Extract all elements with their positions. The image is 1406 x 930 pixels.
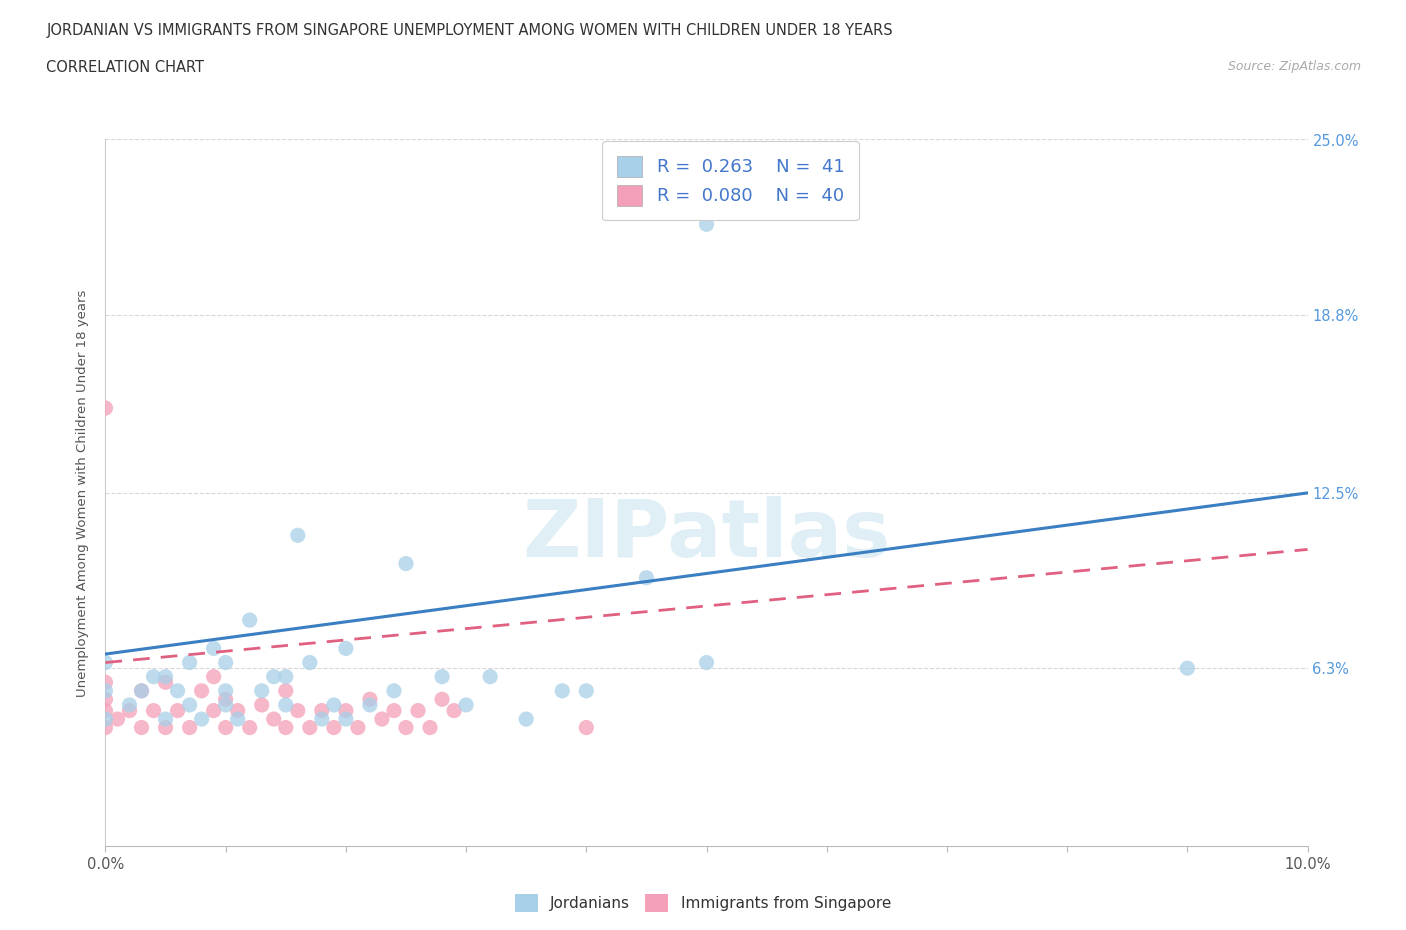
Text: ZIPatlas: ZIPatlas — [523, 497, 890, 575]
Point — [190, 711, 212, 726]
Text: Source: ZipAtlas.com: Source: ZipAtlas.com — [1227, 60, 1361, 73]
Y-axis label: Unemployment Among Women with Children Under 18 years: Unemployment Among Women with Children U… — [76, 289, 90, 697]
Point — [142, 670, 165, 684]
Point — [395, 556, 418, 571]
Point — [311, 703, 333, 718]
Point — [335, 703, 357, 718]
Point — [179, 720, 201, 735]
Point — [155, 720, 177, 735]
Point — [190, 684, 212, 698]
Point — [274, 720, 297, 735]
Point — [226, 703, 249, 718]
Point — [636, 570, 658, 585]
Point — [214, 684, 236, 698]
Point — [263, 670, 285, 684]
Point — [551, 684, 574, 698]
Point — [142, 703, 165, 718]
Point — [322, 698, 344, 712]
Point — [298, 655, 321, 670]
Legend: R =  0.263    N =  41, R =  0.080    N =  40: R = 0.263 N = 41, R = 0.080 N = 40 — [602, 141, 859, 220]
Point — [250, 684, 273, 698]
Point — [274, 684, 297, 698]
Point — [454, 698, 477, 712]
Point — [118, 698, 141, 712]
Point — [94, 703, 117, 718]
Point — [131, 720, 153, 735]
Point — [322, 720, 344, 735]
Point — [239, 720, 262, 735]
Point — [94, 692, 117, 707]
Point — [155, 675, 177, 690]
Point — [1175, 660, 1198, 675]
Point — [430, 670, 453, 684]
Legend: Jordanians, Immigrants from Singapore: Jordanians, Immigrants from Singapore — [509, 888, 897, 918]
Point — [250, 698, 273, 712]
Point — [696, 655, 718, 670]
Point — [359, 692, 381, 707]
Point — [382, 703, 405, 718]
Text: CORRELATION CHART: CORRELATION CHART — [46, 60, 204, 75]
Point — [94, 401, 117, 416]
Point — [94, 684, 117, 698]
Point — [479, 670, 502, 684]
Point — [575, 720, 598, 735]
Point — [179, 698, 201, 712]
Point — [263, 711, 285, 726]
Point — [94, 711, 117, 726]
Point — [94, 655, 117, 670]
Text: JORDANIAN VS IMMIGRANTS FROM SINGAPORE UNEMPLOYMENT AMONG WOMEN WITH CHILDREN UN: JORDANIAN VS IMMIGRANTS FROM SINGAPORE U… — [46, 23, 893, 38]
Point — [214, 655, 236, 670]
Point — [202, 670, 225, 684]
Point — [359, 698, 381, 712]
Point — [226, 711, 249, 726]
Point — [94, 675, 117, 690]
Point — [166, 684, 188, 698]
Point — [443, 703, 465, 718]
Point — [94, 720, 117, 735]
Point — [515, 711, 537, 726]
Point — [419, 720, 441, 735]
Point — [155, 711, 177, 726]
Point — [239, 613, 262, 628]
Point — [382, 684, 405, 698]
Point — [118, 703, 141, 718]
Point — [131, 684, 153, 698]
Point — [430, 692, 453, 707]
Point — [214, 698, 236, 712]
Point — [298, 720, 321, 735]
Point — [287, 528, 309, 543]
Point — [155, 670, 177, 684]
Point — [311, 711, 333, 726]
Point — [166, 703, 188, 718]
Point — [696, 217, 718, 232]
Point — [202, 703, 225, 718]
Point — [347, 720, 370, 735]
Point — [287, 703, 309, 718]
Point — [214, 692, 236, 707]
Point — [335, 641, 357, 656]
Point — [395, 720, 418, 735]
Point — [335, 711, 357, 726]
Point — [575, 684, 598, 698]
Point — [107, 711, 129, 726]
Point — [202, 641, 225, 656]
Point — [371, 711, 394, 726]
Point — [274, 698, 297, 712]
Point — [406, 703, 429, 718]
Point — [214, 720, 236, 735]
Point — [179, 655, 201, 670]
Point — [274, 670, 297, 684]
Point — [131, 684, 153, 698]
